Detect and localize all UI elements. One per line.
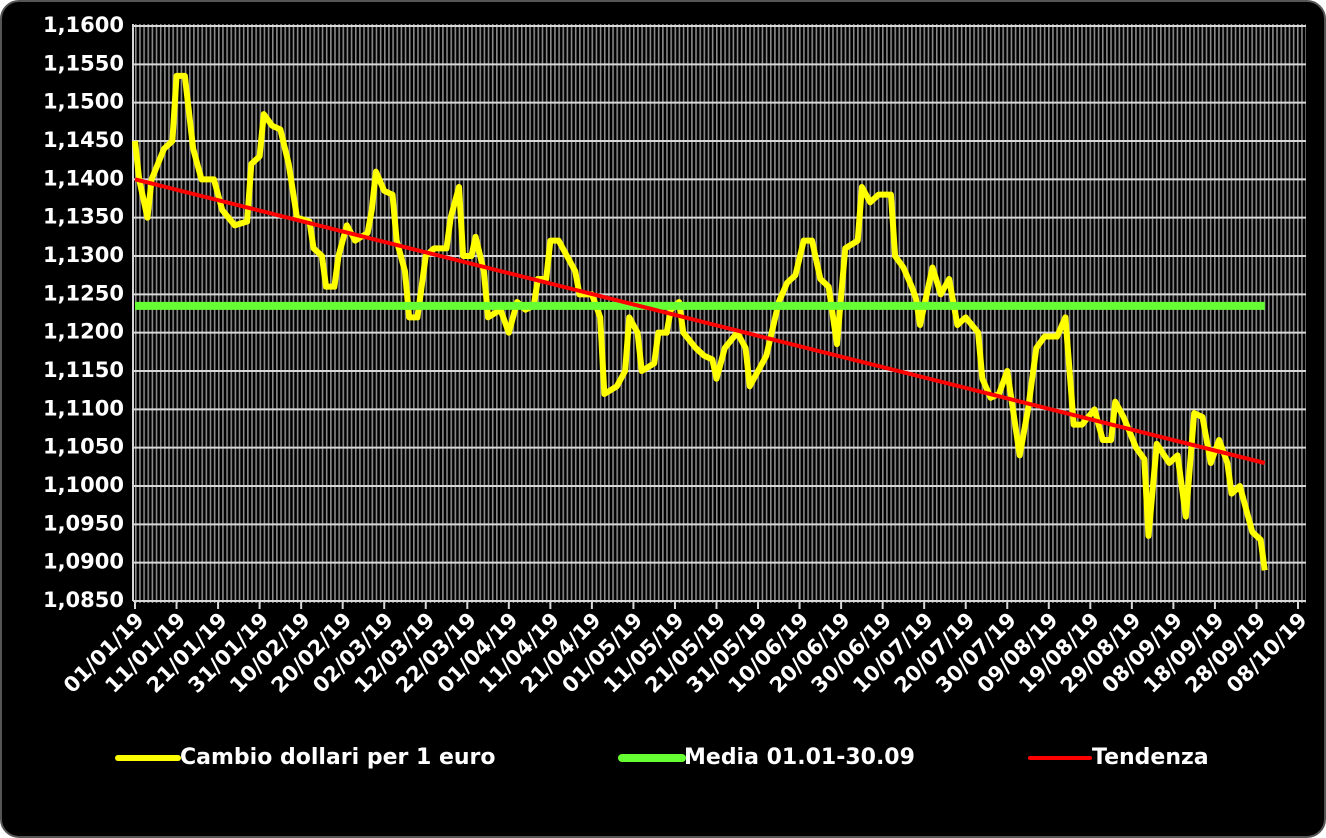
- grid: [132, 24, 1306, 609]
- y-tick-label: 1,1100: [43, 396, 124, 420]
- tick-labels: 1,0850 1,0900 1,0950 1,1000 1,1050 1,1100 1,11…: [43, 13, 1312, 698]
- legend-label: Tendenza: [1092, 745, 1209, 770]
- series: [132, 72, 1268, 571]
- y-tick-label: 1,1550: [43, 51, 124, 75]
- y-tick-label: 1,0900: [43, 550, 124, 574]
- y-tick-label: 1,1000: [43, 473, 124, 497]
- y-tick-label: 1,1150: [43, 358, 124, 382]
- series-line: [134, 177, 1266, 465]
- y-tick-label: 1,1250: [43, 281, 124, 305]
- y-tick-label: 1,0950: [43, 511, 124, 535]
- y-tick-label: 1,1400: [43, 166, 124, 190]
- y-tick-label: 1,1600: [43, 13, 124, 37]
- legend-label: Media 01.01-30.09: [684, 745, 915, 770]
- series-line: [132, 72, 1268, 571]
- plot-area: [133, 24, 1306, 603]
- y-tick-label: 1,1300: [43, 243, 124, 267]
- y-tick-label: 1,1500: [43, 90, 124, 114]
- legend: Cambio dollari per 1 euro Media 01.01-30.…: [115, 745, 1209, 770]
- y-tick-label: 1,1050: [43, 435, 124, 459]
- y-tick-label: 1,1450: [43, 128, 124, 152]
- y-tick-label: 1,0850: [43, 588, 124, 612]
- y-tick-label: 1,1200: [43, 320, 124, 344]
- y-tick-label: 1,1350: [43, 205, 124, 229]
- legend-label: Cambio dollari per 1 euro: [180, 745, 496, 770]
